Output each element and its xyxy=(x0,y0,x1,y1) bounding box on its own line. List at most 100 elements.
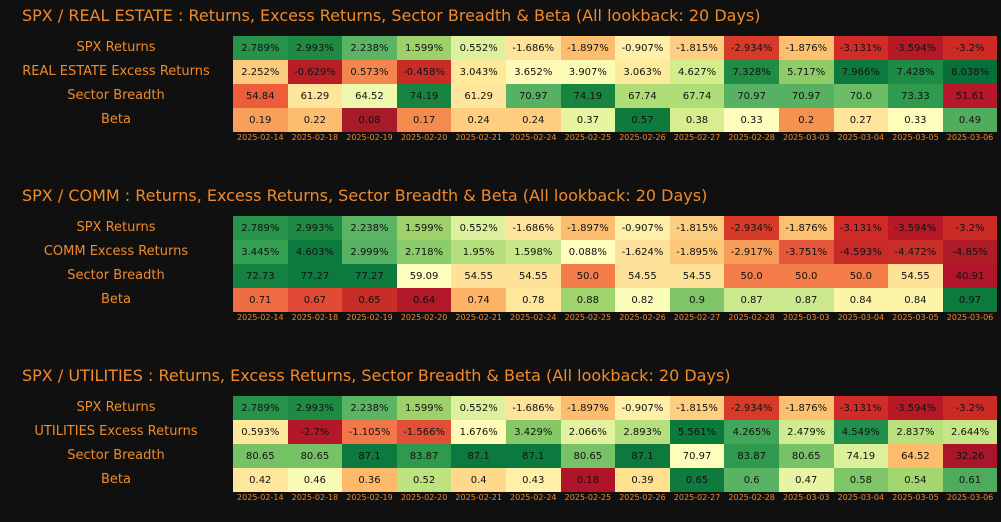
heatmap-cell: -3.2% xyxy=(942,216,998,240)
heatmap-cell: 0.17 xyxy=(396,108,452,132)
date-tick-label: 2025-02-27 xyxy=(673,493,721,502)
heatmap-cell: 0.61 xyxy=(942,468,998,492)
heatmap-cell: 0.97 xyxy=(942,288,998,312)
heatmap-cell: 87.1 xyxy=(451,444,506,468)
heatmap-cell: -0.458% xyxy=(396,60,452,84)
heatmap-cell: -1.686% xyxy=(505,216,561,240)
heatmap-cell: 54.55 xyxy=(615,264,670,288)
date-tick-label: 2025-03-04 xyxy=(837,493,885,502)
heatmap-cell: -3.131% xyxy=(833,36,889,60)
heatmap-cell: 80.65 xyxy=(233,444,288,468)
heatmap-cell: 4.549% xyxy=(833,420,889,444)
heatmap-cell: 3.907% xyxy=(560,60,616,84)
heatmap-cell: 50.0 xyxy=(724,264,779,288)
heatmap-cell: -3.2% xyxy=(942,36,998,60)
heatmap-cell: 72.73 xyxy=(233,264,288,288)
heatmap-cell: -1.815% xyxy=(669,216,725,240)
heatmap-cell: 0.67 xyxy=(287,288,343,312)
heatmap-cell: -0.907% xyxy=(615,36,670,60)
row-label: Beta xyxy=(101,292,131,307)
heatmap-cell: 0.22 xyxy=(287,108,343,132)
date-tick-label: 2025-03-05 xyxy=(892,313,939,322)
heatmap-cell: 7.328% xyxy=(724,60,779,84)
heatmap-cell: 1.598% xyxy=(505,240,561,264)
heatmap-cell: 77.27 xyxy=(287,264,343,288)
heatmap-cell: -3.594% xyxy=(888,216,943,240)
heatmap-cell: 7.966% xyxy=(833,60,889,84)
heatmap-cell: 0.552% xyxy=(451,396,506,420)
date-tick-label: 2025-02-24 xyxy=(510,313,557,322)
row-label: Beta xyxy=(101,472,131,487)
heatmap-cell: 0.84 xyxy=(833,288,889,312)
heatmap-cell: -1.897% xyxy=(560,396,616,420)
heatmap-cell: -1.876% xyxy=(778,36,834,60)
heatmap-cell: 0.65 xyxy=(342,288,397,312)
heatmap-cell: 61.29 xyxy=(451,84,506,108)
heatmap-cell: 5.717% xyxy=(778,60,834,84)
heatmap-cell: -2.7% xyxy=(287,420,343,444)
date-tick-label: 2025-02-18 xyxy=(291,133,339,142)
heatmap-cell: 40.91 xyxy=(942,264,998,288)
heatmap-cell: -1.624% xyxy=(615,240,670,264)
date-axis: 2025-02-14 2025-02-18 2025-02-19 2025-02-20… xyxy=(233,493,997,502)
date-tick-label: 2025-02-19 xyxy=(346,493,393,502)
heatmap-cell: 0.54 xyxy=(888,468,943,492)
heatmap-cell: 0.42 xyxy=(233,468,288,492)
heatmap-cell: 54.55 xyxy=(669,264,725,288)
heatmap-cell: 2.789% xyxy=(233,36,288,60)
date-tick-label: 2025-02-27 xyxy=(673,133,721,142)
heatmap-cell: -1.897% xyxy=(560,36,616,60)
heatmap-cell: 80.65 xyxy=(560,444,616,468)
date-tick-label: 2025-02-21 xyxy=(455,313,502,322)
heatmap-cell: 0.552% xyxy=(451,216,506,240)
heatmap-cell: 54.55 xyxy=(451,264,506,288)
panel-title: SPX / REAL ESTATE : Returns, Excess Retu… xyxy=(22,6,761,25)
heatmap-cell: 80.65 xyxy=(287,444,343,468)
date-tick-label: 2025-03-06 xyxy=(946,133,994,142)
date-tick-label: 2025-03-06 xyxy=(946,493,994,502)
heatmap-cell: 0.19 xyxy=(233,108,288,132)
heatmap-cell: 0.552% xyxy=(451,36,506,60)
heatmap-cell: -2.934% xyxy=(724,36,779,60)
date-tick-label: 2025-03-03 xyxy=(782,313,830,322)
heatmap-cell: 2.789% xyxy=(233,216,288,240)
heatmap-panel: SPX / REAL ESTATE : Returns, Excess Retu… xyxy=(0,2,1001,162)
heatmap-cell: 0.49 xyxy=(942,108,998,132)
heatmap-cell: 2.789% xyxy=(233,396,288,420)
heatmap-cell: 7.428% xyxy=(888,60,943,84)
heatmap-cell: 0.36 xyxy=(342,468,397,492)
heatmap-cell: -1.876% xyxy=(778,396,834,420)
heatmap-cell: 32.26 xyxy=(942,444,998,468)
date-tick-label: 2025-02-28 xyxy=(728,313,775,322)
heatmap-cell: 80.65 xyxy=(778,444,834,468)
date-tick-label: 2025-02-21 xyxy=(455,493,502,502)
date-tick-label: 2025-02-19 xyxy=(346,313,393,322)
heatmap-grid: 2.789% 2.993% 2.238% 1.599% 0.552% -1.686% -1.… xyxy=(233,396,998,492)
heatmap-panel: SPX / COMM : Returns, Excess Returns, Se… xyxy=(0,182,1001,342)
date-tick-label: 2025-02-14 xyxy=(237,493,284,502)
heatmap-cell: 64.52 xyxy=(342,84,397,108)
date-tick-label: 2025-02-14 xyxy=(237,133,284,142)
heatmap-cell: 0.33 xyxy=(888,108,943,132)
heatmap-cell: 0.24 xyxy=(451,108,506,132)
heatmap-cell: -3.131% xyxy=(833,216,889,240)
heatmap-cell: 2.999% xyxy=(342,240,397,264)
row-label: Sector Breadth xyxy=(67,88,165,103)
heatmap-cell: 0.088% xyxy=(560,240,616,264)
heatmap-panel: SPX / UTILITIES : Returns, Excess Return… xyxy=(0,362,1001,522)
date-tick-label: 2025-02-20 xyxy=(400,313,448,322)
heatmap-cell: 1.676% xyxy=(451,420,506,444)
heatmap-cell: 50.0 xyxy=(778,264,834,288)
date-tick-label: 2025-03-03 xyxy=(782,493,830,502)
heatmap-cell: 0.84 xyxy=(888,288,943,312)
heatmap-cell: -4.593% xyxy=(833,240,889,264)
heatmap-cell: -1.566% xyxy=(396,420,452,444)
heatmap-cell: 2.993% xyxy=(287,396,343,420)
heatmap-cell: 0.9 xyxy=(669,288,725,312)
date-tick-label: 2025-02-18 xyxy=(291,313,339,322)
heatmap-cell: -2.917% xyxy=(724,240,779,264)
heatmap-cell: -1.897% xyxy=(560,216,616,240)
heatmap-cell: 83.87 xyxy=(396,444,452,468)
row-label: Beta xyxy=(101,112,131,127)
heatmap-grid: 2.789% 2.993% 2.238% 1.599% 0.552% -1.686% -1.… xyxy=(233,36,998,132)
